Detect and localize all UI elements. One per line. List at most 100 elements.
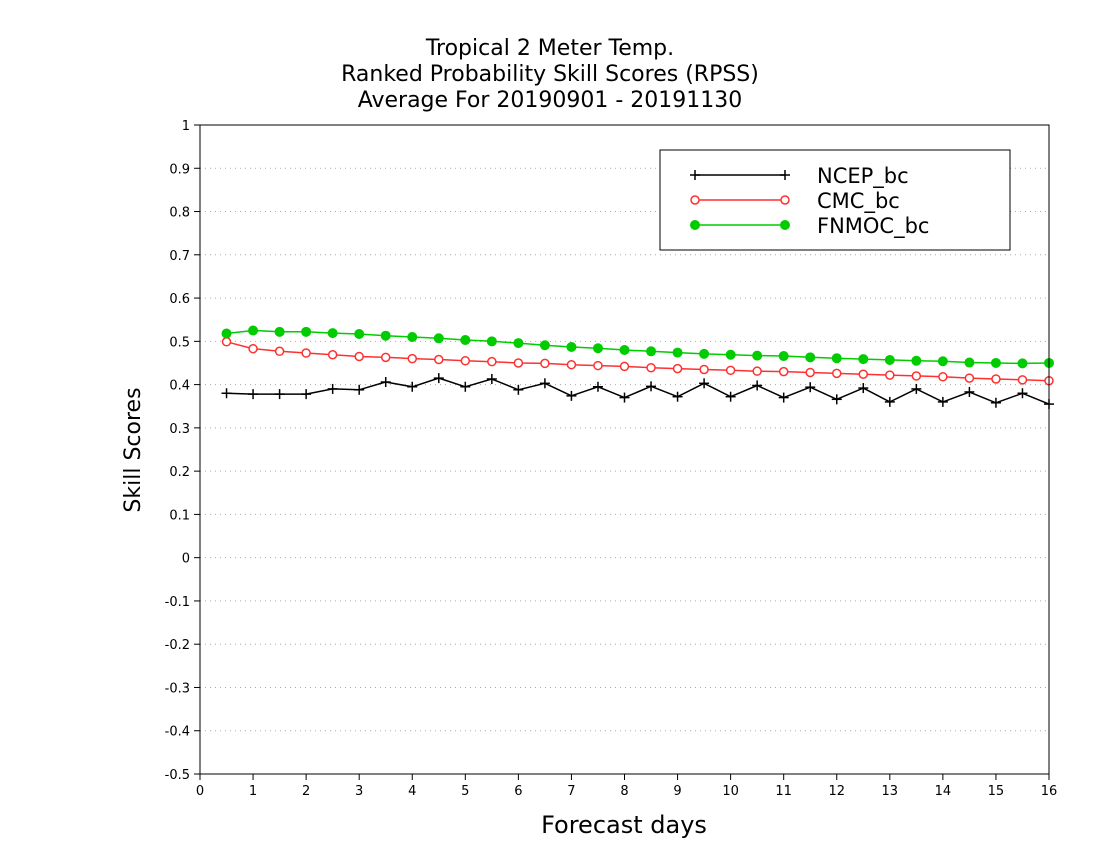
- series-fnmoc-bc: [221, 325, 1054, 369]
- data-point-fnmoc-bc: [964, 357, 975, 368]
- data-point-fnmoc-bc: [831, 353, 842, 364]
- data-point-fnmoc-bc: [566, 341, 577, 352]
- data-point-ncep-bc: [407, 381, 418, 392]
- grid-layer: [200, 167, 1049, 732]
- data-point-cmc-bc: [1017, 375, 1028, 385]
- data-point-cmc-bc: [778, 366, 789, 377]
- data-point-ncep-bc: [460, 381, 471, 392]
- data-point-ncep-bc: [354, 384, 365, 395]
- x-tick-label: 8: [620, 784, 628, 799]
- data-point-cmc-bc: [327, 349, 338, 360]
- x-tick-label: 10: [722, 784, 739, 799]
- data-point-fnmoc-bc: [460, 335, 471, 346]
- data-point-fnmoc-bc: [752, 350, 763, 361]
- data-point-fnmoc-bc: [858, 354, 869, 365]
- data-point-cmc-bc: [672, 363, 683, 374]
- x-tick-label: 2: [302, 784, 310, 799]
- data-point-ncep-bc: [433, 373, 444, 384]
- x-tick-label: 13: [882, 784, 899, 799]
- data-point-ncep-bc: [858, 383, 869, 394]
- y-tick-label: 0.2: [169, 465, 190, 480]
- y-tick-label: 0.1: [169, 508, 190, 523]
- data-point-ncep-bc: [592, 381, 603, 392]
- data-point-cmc-bc: [354, 351, 364, 362]
- data-point-fnmoc-bc: [327, 328, 338, 339]
- data-point-fnmoc-bc: [619, 344, 630, 355]
- data-point-cmc-bc: [513, 358, 524, 368]
- chart-title-line-1: Tropical 2 Meter Temp.: [425, 36, 675, 61]
- data-point-cmc-bc: [646, 362, 656, 373]
- x-tick-label: 0: [196, 784, 204, 799]
- x-tick-label: 7: [567, 784, 575, 799]
- data-point-ncep-bc: [380, 377, 391, 388]
- data-point-cmc-bc: [911, 371, 922, 381]
- data-point-cmc-bc: [832, 368, 842, 379]
- y-tick-label: -0.4: [165, 725, 190, 740]
- data-point-cmc-bc: [248, 343, 258, 354]
- data-point-ncep-bc: [725, 391, 736, 402]
- data-point-ncep-bc: [937, 396, 948, 407]
- legend-marker-ncep-bc: [690, 170, 700, 180]
- data-point-ncep-bc: [778, 392, 789, 403]
- data-point-ncep-bc: [646, 381, 657, 392]
- data-point-ncep-bc: [486, 373, 497, 384]
- data-point-fnmoc-bc: [1017, 358, 1028, 369]
- data-point-cmc-bc: [593, 360, 603, 371]
- x-tick-label: 16: [1041, 784, 1058, 799]
- y-tick-label: 0.9: [169, 162, 190, 177]
- y-tick-label: -0.3: [165, 681, 190, 696]
- plot-frame: [199, 124, 1050, 775]
- x-tick-label: 1: [249, 784, 257, 799]
- data-point-ncep-bc: [911, 383, 922, 394]
- x-tick-label: 6: [514, 784, 522, 799]
- legend-marker-fnmoc-bc: [780, 220, 790, 230]
- axis-layer: -0.5 -0.4 -0.3 -0.2 -0.1 0 0.1 0.2 0.3 0.4 0.5 0.6 0…: [165, 119, 1058, 799]
- data-point-ncep-bc: [672, 391, 683, 402]
- data-point-cmc-bc: [380, 352, 391, 363]
- y-tick-label: 0: [182, 552, 190, 567]
- data-point-cmc-bc: [407, 353, 417, 364]
- data-point-cmc-bc: [858, 369, 869, 379]
- data-point-fnmoc-bc: [539, 340, 550, 351]
- data-point-fnmoc-bc: [407, 332, 418, 343]
- x-tick-label: 3: [355, 784, 363, 799]
- y-tick-label: -0.5: [165, 768, 190, 783]
- legend-marker-cmc-bc: [690, 195, 700, 205]
- legend-marker-ncep-bc: [780, 170, 790, 180]
- y-tick-label: 0.8: [169, 206, 190, 221]
- data-point-ncep-bc: [884, 396, 895, 407]
- series-line-ncep-bc: [226, 377, 1050, 405]
- data-point-ncep-bc: [831, 394, 842, 405]
- data-point-fnmoc-bc: [274, 326, 285, 337]
- data-point-ncep-bc: [964, 386, 975, 397]
- data-point-cmc-bc: [460, 356, 471, 366]
- data-point-fnmoc-bc: [990, 357, 1001, 368]
- legend-marker-fnmoc-bc: [690, 220, 700, 230]
- data-point-fnmoc-bc: [699, 348, 710, 359]
- data-point-fnmoc-bc: [301, 326, 312, 337]
- data-point-ncep-bc: [513, 384, 524, 395]
- data-point-cmc-bc: [938, 372, 948, 382]
- data-point-ncep-bc: [699, 378, 710, 389]
- chart-title-line-2: Ranked Probability Skill Scores (RPSS): [341, 62, 759, 87]
- y-tick-label: -0.1: [165, 595, 190, 610]
- data-point-fnmoc-bc: [248, 325, 259, 336]
- x-tick-label: 4: [408, 784, 416, 799]
- data-point-cmc-bc: [487, 356, 497, 367]
- y-tick-label: 0.3: [169, 422, 190, 437]
- data-point-fnmoc-bc: [221, 328, 232, 339]
- data-point-ncep-bc: [539, 378, 550, 389]
- data-point-cmc-bc: [725, 365, 736, 376]
- data-point-cmc-bc: [991, 374, 1001, 384]
- data-point-fnmoc-bc: [380, 330, 391, 341]
- x-tick-label: 9: [673, 784, 681, 799]
- series-layer: [221, 325, 1054, 410]
- y-tick-label: 0.5: [169, 335, 190, 350]
- series-ncep-bc: [221, 373, 1054, 410]
- data-point-fnmoc-bc: [513, 338, 524, 349]
- x-tick-label: 15: [988, 784, 1005, 799]
- data-point-ncep-bc: [274, 389, 285, 400]
- y-tick-label: -0.2: [165, 638, 190, 653]
